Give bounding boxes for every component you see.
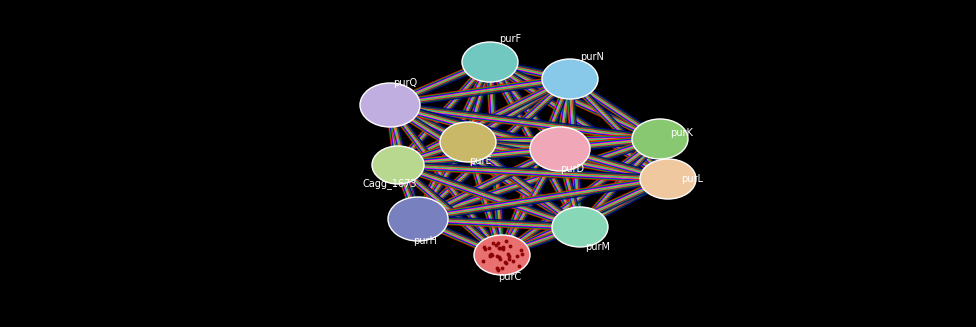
Text: purL: purL [681, 174, 703, 184]
Ellipse shape [440, 122, 496, 162]
Text: purE: purE [468, 156, 491, 166]
Ellipse shape [530, 127, 590, 171]
Ellipse shape [388, 197, 448, 241]
Ellipse shape [462, 42, 518, 82]
Ellipse shape [632, 119, 688, 159]
Text: purN: purN [580, 52, 604, 62]
Ellipse shape [542, 59, 598, 99]
Ellipse shape [360, 83, 420, 127]
Ellipse shape [640, 159, 696, 199]
Text: purQ: purQ [393, 78, 417, 88]
Text: purM: purM [586, 242, 611, 252]
Ellipse shape [372, 146, 424, 184]
Text: purF: purF [499, 34, 521, 44]
Text: purC: purC [499, 272, 521, 282]
Text: purK: purK [671, 128, 693, 138]
Ellipse shape [474, 235, 530, 275]
Text: purH: purH [413, 236, 437, 246]
Ellipse shape [552, 207, 608, 247]
Text: Cagg_1673: Cagg_1673 [363, 179, 418, 189]
Text: purD: purD [560, 164, 584, 174]
